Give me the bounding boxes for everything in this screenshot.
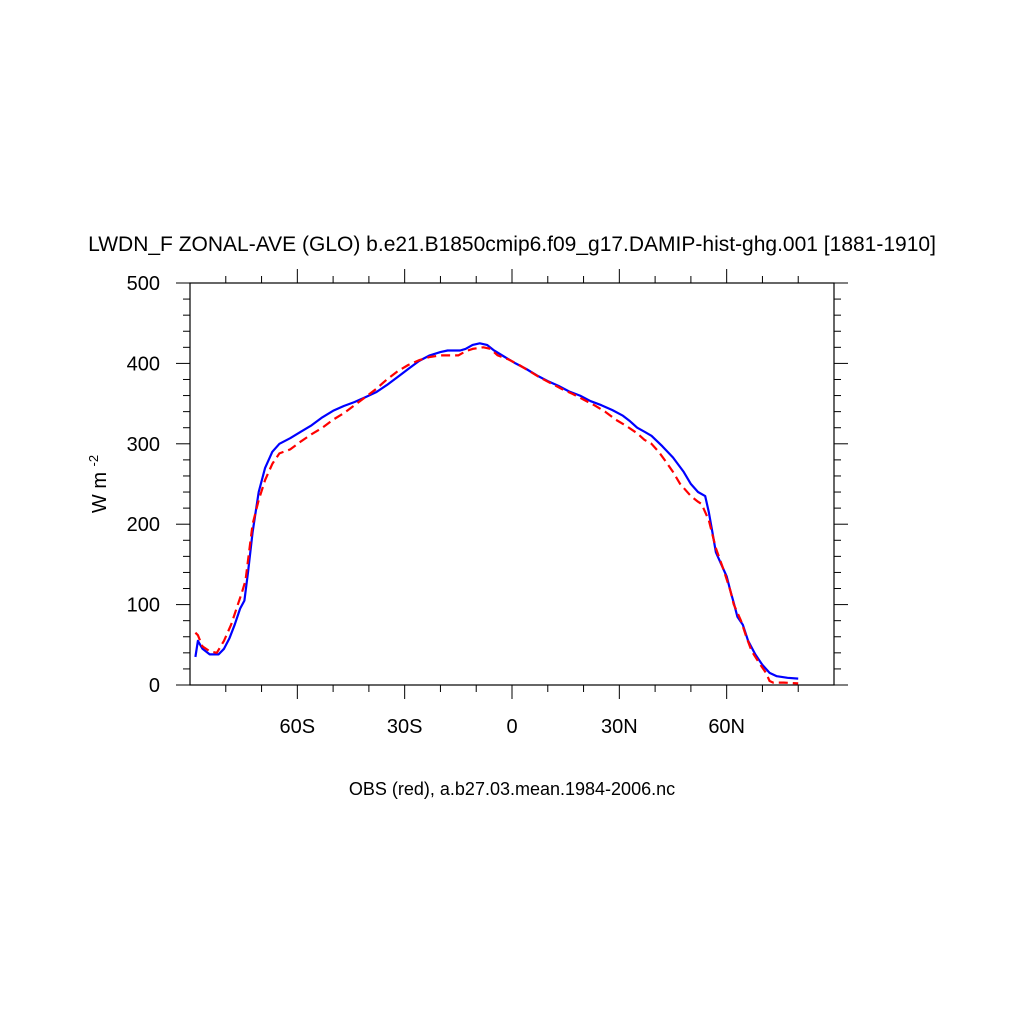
y-tick-label: 0 (149, 675, 160, 697)
x-tick-label: 60S (280, 716, 316, 738)
x-tick-label: 60N (708, 716, 745, 738)
y-tick-label: 300 (127, 434, 160, 456)
y-tick-label: 400 (127, 353, 160, 375)
y-axis-label-main: W m (89, 472, 111, 513)
y-tick-label: 200 (127, 514, 160, 536)
x-tick-label: 30N (601, 716, 638, 738)
model-series-line (194, 342, 799, 680)
y-axis-label: W m -2 (86, 455, 111, 513)
y-tick-label: 500 (127, 273, 160, 295)
y-axis-label-exponent: -2 (86, 455, 101, 467)
y-tick-label: 100 (127, 595, 160, 617)
chart-title: LWDN_F ZONAL-AVE (GLO) b.e21.B1850cmip6.… (88, 233, 936, 256)
obs-series-line (194, 346, 799, 685)
plot-frame (189, 282, 835, 686)
plot-area: 0 100 200 300 400 500 60S 30S 0 30N 60N (127, 269, 848, 738)
x-tick-label: 0 (506, 716, 517, 738)
x-axis-label: OBS (red), a.b27.03.mean.1984-2006.nc (349, 779, 675, 799)
x-tick-label: 30S (387, 716, 423, 738)
